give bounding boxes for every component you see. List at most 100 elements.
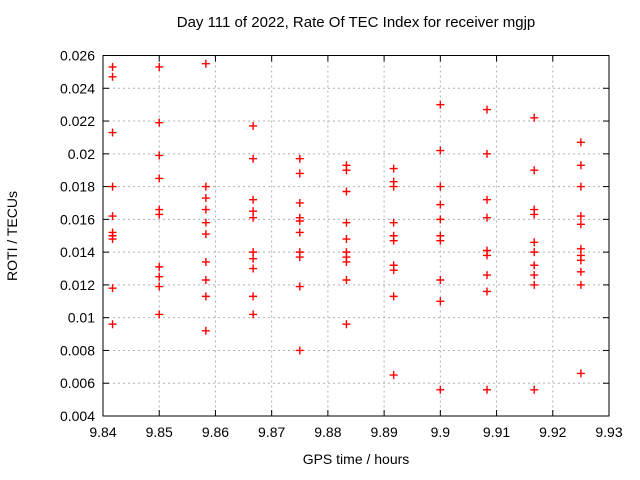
- data-point-marker: [201, 218, 210, 227]
- x-tick-label: 9.87: [258, 424, 285, 440]
- data-point-marker: [249, 154, 258, 163]
- y-tick-label: 0.024: [60, 80, 95, 96]
- data-point-marker: [436, 385, 445, 394]
- data-point-marker: [436, 297, 445, 306]
- data-point-marker: [249, 213, 258, 222]
- y-tick-label: 0.018: [60, 179, 95, 195]
- x-tick-label: 9.9: [431, 424, 451, 440]
- data-point-marker: [482, 271, 491, 280]
- y-tick-label: 0.004: [60, 408, 95, 424]
- y-tick-label: 0.02: [68, 146, 95, 162]
- data-point-marker: [530, 210, 539, 219]
- y-tick-label: 0.006: [60, 375, 95, 391]
- data-point-marker: [342, 166, 351, 175]
- data-point-marker: [482, 105, 491, 114]
- data-point-marker: [576, 267, 585, 276]
- data-point-marker: [389, 182, 398, 191]
- data-point-marker: [530, 261, 539, 270]
- data-point-marker: [155, 62, 164, 71]
- data-point-marker: [249, 121, 258, 130]
- data-point-marker: [436, 215, 445, 224]
- data-point-marker: [530, 166, 539, 175]
- data-point-marker: [436, 100, 445, 109]
- y-tick-label: 0.026: [60, 48, 95, 64]
- data-point-marker: [530, 385, 539, 394]
- x-tick-label: 9.89: [370, 424, 397, 440]
- data-point-marker: [436, 200, 445, 209]
- y-tick-label: 0.016: [60, 211, 95, 227]
- y-tick-label: 0.012: [60, 277, 95, 293]
- data-point-marker: [576, 182, 585, 191]
- x-tick-label: 9.91: [483, 424, 510, 440]
- y-tick-label: 0.008: [60, 342, 95, 358]
- data-point-marker: [249, 254, 258, 263]
- data-point-marker: [201, 292, 210, 301]
- data-point-marker: [576, 256, 585, 265]
- data-point-marker: [482, 287, 491, 296]
- data-point-marker: [201, 59, 210, 68]
- data-point-marker: [482, 195, 491, 204]
- data-point-marker: [576, 369, 585, 378]
- data-point-marker: [108, 284, 117, 293]
- data-point-marker: [155, 272, 164, 281]
- data-point-marker: [530, 238, 539, 247]
- data-point-marker: [342, 218, 351, 227]
- data-point-marker: [530, 248, 539, 257]
- data-point-marker: [201, 182, 210, 191]
- data-point-marker: [389, 236, 398, 245]
- data-point-marker: [108, 320, 117, 329]
- data-point-marker: [108, 182, 117, 191]
- data-point-marker: [249, 292, 258, 301]
- data-point-marker: [249, 310, 258, 319]
- data-point-marker: [482, 149, 491, 158]
- y-tick-label: 0.014: [60, 244, 95, 260]
- data-point-marker: [530, 113, 539, 122]
- data-point-marker: [155, 210, 164, 219]
- data-point-marker: [201, 205, 210, 214]
- data-point-marker: [530, 280, 539, 289]
- data-point-marker: [295, 198, 304, 207]
- data-point-marker: [436, 275, 445, 284]
- data-point-marker: [295, 228, 304, 237]
- data-point-marker: [295, 154, 304, 163]
- data-point-marker: [530, 271, 539, 280]
- data-point-marker: [249, 264, 258, 273]
- data-point-marker: [342, 320, 351, 329]
- data-point-marker: [576, 212, 585, 221]
- data-point-marker: [201, 257, 210, 266]
- data-point-marker: [155, 282, 164, 291]
- data-point-marker: [155, 310, 164, 319]
- data-point-marker: [295, 217, 304, 226]
- data-point-marker: [201, 230, 210, 239]
- y-tick-label: 0.022: [60, 113, 95, 129]
- data-point-marker: [389, 371, 398, 380]
- data-point-marker: [436, 236, 445, 245]
- data-point-marker: [436, 182, 445, 191]
- y-tick-label: 0.01: [68, 310, 95, 326]
- data-point-marker: [342, 187, 351, 196]
- data-point-marker: [389, 164, 398, 173]
- chart-title: Day 111 of 2022, Rate Of TEC Index for r…: [176, 14, 536, 31]
- x-axis-label: GPS time / hours: [302, 451, 410, 467]
- data-point-marker: [295, 346, 304, 355]
- data-point-marker: [108, 72, 117, 81]
- data-point-marker: [108, 128, 117, 137]
- data-point-marker: [155, 118, 164, 127]
- x-tick-label: 9.93: [595, 424, 622, 440]
- data-point-marker: [576, 138, 585, 147]
- data-point-marker: [155, 262, 164, 271]
- data-point-marker: [576, 280, 585, 289]
- data-point-marker: [482, 251, 491, 260]
- data-point-marker: [201, 194, 210, 203]
- data-point-marker: [389, 266, 398, 275]
- data-point-marker: [342, 275, 351, 284]
- x-tick-label: 9.88: [314, 424, 341, 440]
- x-tick-label: 9.85: [146, 424, 173, 440]
- data-point-marker: [108, 235, 117, 244]
- data-point-marker: [108, 62, 117, 71]
- data-point-marker: [342, 235, 351, 244]
- data-point-marker: [108, 212, 117, 221]
- x-tick-label: 9.84: [89, 424, 116, 440]
